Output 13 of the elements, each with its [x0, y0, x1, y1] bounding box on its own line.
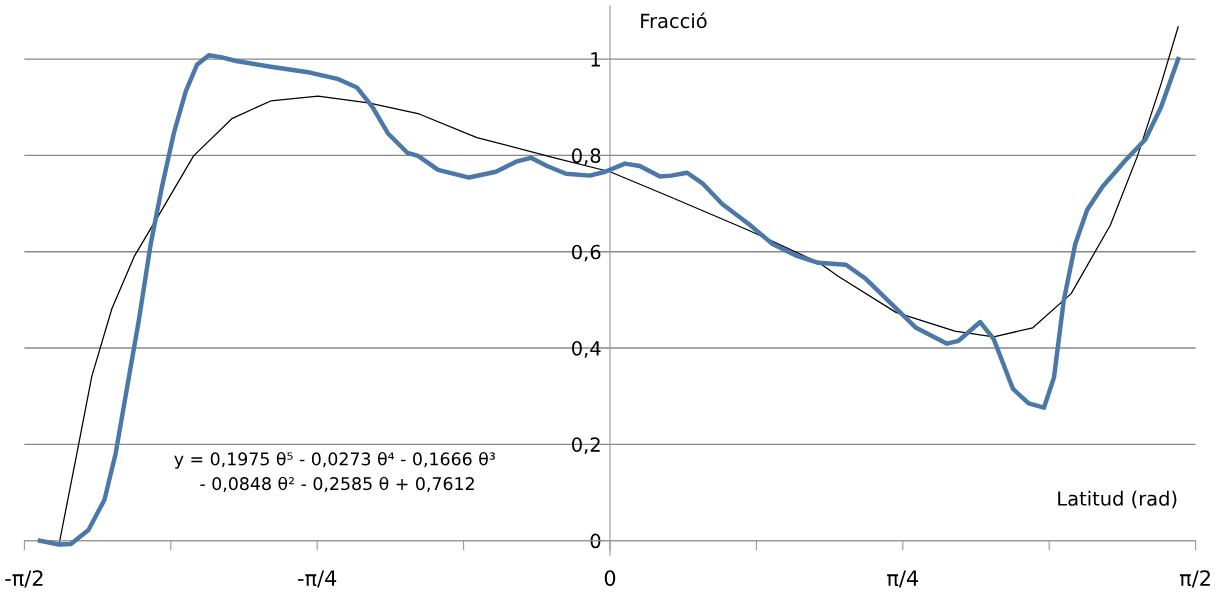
y-tick-label: 0,4	[572, 340, 601, 358]
x-tick-label: -π/2	[5, 570, 43, 588]
x-tick-label: π/2	[1179, 570, 1210, 588]
y-tick-label: 1	[591, 52, 600, 67]
x-axis-title: Latitud (rad)	[1058, 490, 1177, 509]
annotation: y = 0,1975 θ⁵ - 0,0273 θ⁴ - 0,1666 θ³ - 0,0848 θ² - 0,2585 θ + 0,7612	[174, 451, 495, 492]
y-tick-label: 0,6	[572, 244, 601, 262]
y-tick-label: 0,8	[572, 148, 601, 166]
y-tick-label: 0,2	[572, 437, 600, 454]
x-tick-label: -π/4	[298, 570, 337, 588]
x-tick-label: π/4	[887, 570, 919, 588]
y-axis-title: Fracció	[641, 12, 707, 29]
x-tick-label: 0	[604, 570, 616, 586]
